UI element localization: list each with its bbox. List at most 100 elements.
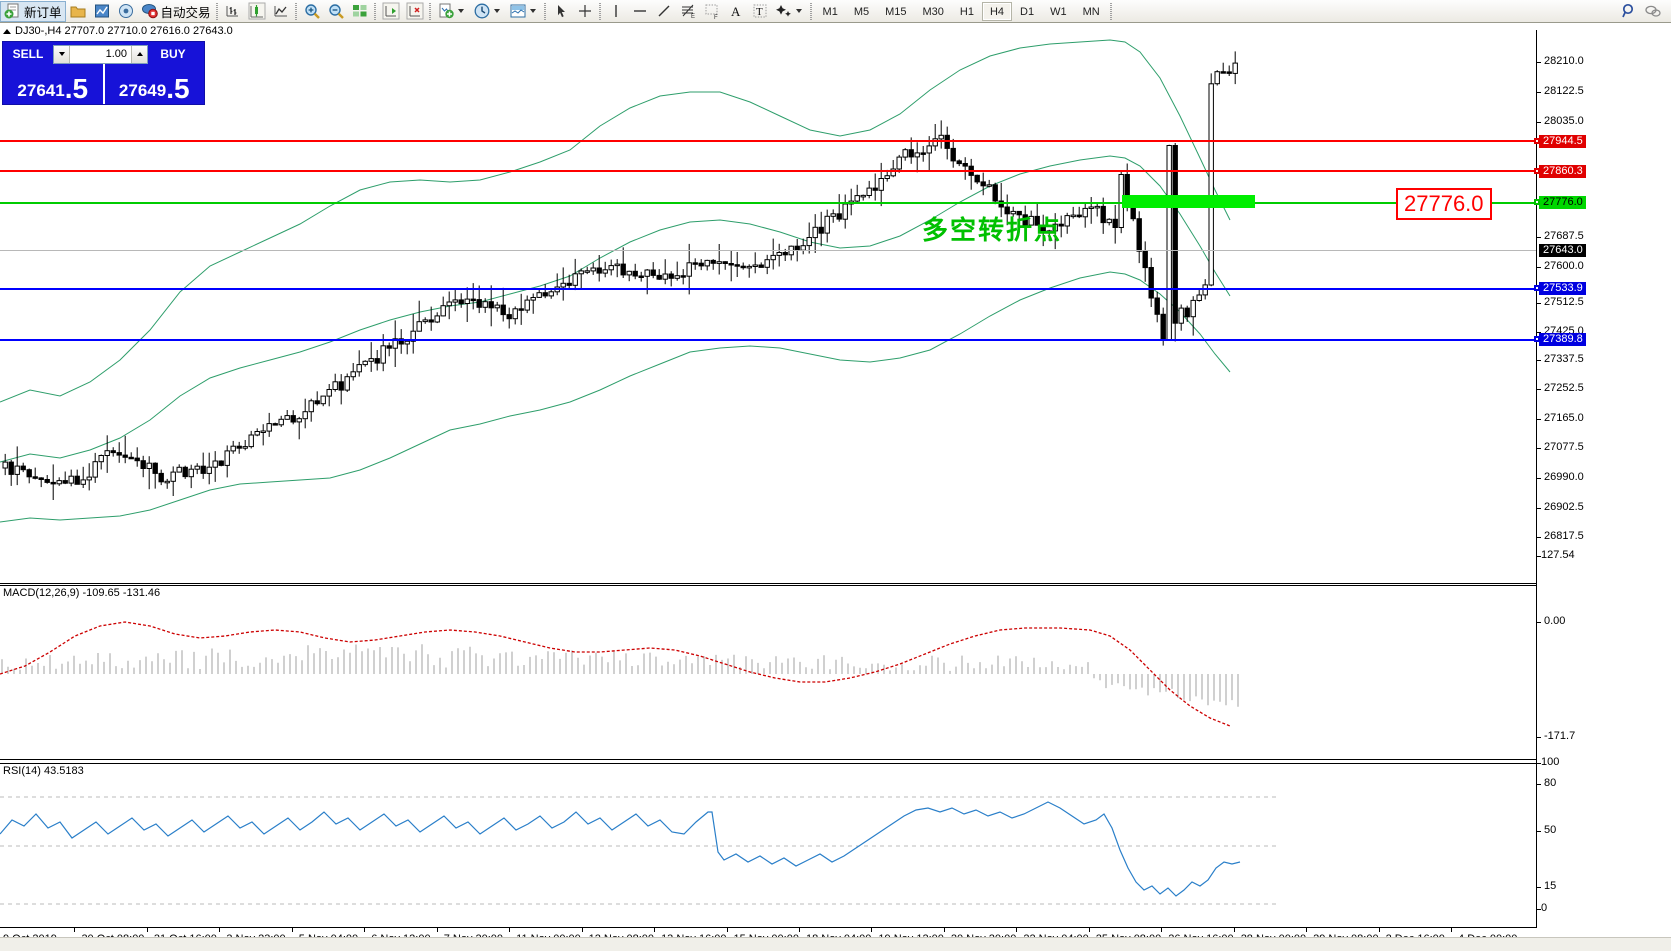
price-tag-resistance-2[interactable]: 27860.3: [1534, 165, 1586, 178]
chart-shift-button[interactable]: [379, 1, 403, 22]
toolbar-separator: [542, 2, 549, 21]
rsi-tick: 15: [1537, 880, 1556, 892]
chevron-down-icon[interactable]: [493, 9, 500, 13]
one-click-trading-panel: SELL 1.00 BUY 27641 .5 27649 .5: [2, 41, 205, 105]
chevron-down-icon[interactable]: [795, 9, 802, 13]
sell-price-fraction: .5: [64, 73, 89, 104]
trendline-button[interactable]: [652, 1, 676, 22]
zoom-out-button[interactable]: [324, 1, 348, 22]
chart-area[interactable]: 多空转折点 27776.0 MACD(12,26,9) -109.65 -131…: [0, 30, 1671, 951]
add-indicator-icon: [437, 2, 455, 20]
timeframe-d1[interactable]: D1: [1020, 5, 1035, 18]
macd-pane[interactable]: MACD(12,26,9) -109.65 -131.46: [0, 585, 1536, 760]
support-line-27533[interactable]: [0, 288, 1536, 290]
vertical-line-button[interactable]: [604, 1, 628, 22]
price-tick: 27165.0: [1537, 412, 1584, 424]
auto-trading-button[interactable]: 自动交易: [138, 1, 214, 22]
price-tag-support-2[interactable]: 27389.8: [1534, 333, 1586, 346]
turning-point-annotation[interactable]: 多空转折点: [922, 216, 1063, 246]
cursor-icon: [552, 2, 570, 20]
auto-scroll-button[interactable]: [403, 1, 427, 22]
volume-decrease-button[interactable]: [54, 45, 70, 63]
rsi-pane[interactable]: RSI(14) 43.5183: [0, 763, 1536, 928]
sell-price[interactable]: 27641 .5: [3, 64, 103, 104]
level-handle-icon[interactable]: [1534, 199, 1540, 205]
shapes-button[interactable]: [772, 1, 808, 22]
macd-plot: [0, 621, 1239, 727]
pivot-zone-highlight: [1122, 195, 1255, 208]
line-chart-button[interactable]: [269, 1, 293, 22]
resistance-line-27944[interactable]: [0, 140, 1536, 142]
text-label-button[interactable]: T: [748, 1, 772, 22]
crosshair-button[interactable]: [573, 1, 597, 22]
chat-button[interactable]: [1641, 1, 1665, 22]
price-tick: 27600.0: [1537, 260, 1584, 272]
timeframe-m30[interactable]: M30: [922, 5, 944, 18]
volume-increase-button[interactable]: [131, 45, 147, 63]
price-tag-resistance-1[interactable]: 27944.5: [1534, 135, 1586, 148]
toolbar-separator: [427, 2, 434, 21]
timeframe-h4[interactable]: H4: [981, 1, 1013, 21]
toolbar-separator: [293, 2, 300, 21]
buy-price[interactable]: 27649 .5: [102, 64, 205, 104]
open-data-folder-button[interactable]: [66, 1, 90, 22]
sell-button[interactable]: SELL: [5, 45, 51, 63]
price-scale[interactable]: 28210.0 28122.5 28035.0 27944.5 27860.3 …: [1534, 30, 1671, 928]
navigator-icon: [117, 2, 135, 20]
svg-text:F: F: [714, 15, 718, 20]
chevron-down-icon[interactable]: [457, 9, 464, 13]
level-handle-icon[interactable]: [1534, 138, 1540, 144]
main-toolbar: 新订单 自动交易: [0, 0, 1671, 23]
navigator-button[interactable]: [114, 1, 138, 22]
price-pane[interactable]: 多空转折点 27776.0: [0, 30, 1536, 584]
timeframe-mn[interactable]: MN: [1082, 5, 1100, 18]
timeframe-w1[interactable]: W1: [1050, 5, 1067, 18]
price-callout-box[interactable]: 27776.0: [1396, 188, 1492, 220]
pivot-line-27776[interactable]: [0, 202, 1536, 204]
collapse-triangle-icon[interactable]: [3, 28, 11, 34]
price-tag-pivot[interactable]: 27776.0: [1534, 196, 1586, 209]
price-tick: 27512.5: [1537, 296, 1584, 308]
support-line-27389[interactable]: [0, 339, 1536, 341]
zoom-in-button[interactable]: [300, 1, 324, 22]
timeframe-h1[interactable]: H1: [959, 5, 974, 18]
timeframe-m15[interactable]: M15: [885, 5, 907, 18]
tile-windows-icon: [351, 2, 369, 20]
timeframe-m1[interactable]: M1: [822, 5, 838, 18]
find-icon: [1620, 2, 1638, 20]
period-button[interactable]: [470, 1, 506, 22]
timeframe-m5[interactable]: M5: [853, 5, 870, 18]
fibonacci-button[interactable]: E: [676, 1, 700, 22]
toolbar-separator: [808, 2, 815, 21]
templates-button[interactable]: [506, 1, 542, 22]
market-watch-button[interactable]: [90, 1, 114, 22]
price-tick: 27252.5: [1537, 382, 1584, 394]
macd-tick: 127.54: [1537, 549, 1575, 561]
candlestick-chart-button[interactable]: [245, 1, 269, 22]
price-tick: 27337.5: [1537, 353, 1584, 365]
find-button[interactable]: [1617, 1, 1641, 22]
bar-chart-button[interactable]: [221, 1, 245, 22]
level-handle-icon[interactable]: [1534, 336, 1540, 342]
resistance-line-27860[interactable]: [0, 170, 1536, 172]
level-handle-icon[interactable]: [1534, 285, 1540, 291]
text-button[interactable]: A: [724, 1, 748, 22]
horizontal-line-button[interactable]: [628, 1, 652, 22]
volume-input[interactable]: 1.00: [70, 45, 131, 63]
channel-button[interactable]: F: [700, 1, 724, 22]
auto-scroll-icon: [406, 2, 424, 20]
cursor-button[interactable]: [549, 1, 573, 22]
fibonacci-icon: E: [679, 2, 697, 20]
tile-windows-button[interactable]: [348, 1, 372, 22]
buy-button[interactable]: BUY: [150, 45, 196, 63]
price-tag-support-1[interactable]: 27533.9: [1534, 282, 1586, 295]
price-tick: 26902.5: [1537, 501, 1584, 513]
vline-icon: [607, 2, 625, 20]
add-indicator-button[interactable]: [434, 1, 470, 22]
volume-stepper[interactable]: 1.00: [53, 44, 148, 64]
chevron-down-icon[interactable]: [529, 9, 536, 13]
status-bar: [0, 937, 1671, 951]
level-handle-icon[interactable]: [1534, 168, 1540, 174]
new-order-button[interactable]: 新订单: [0, 0, 66, 22]
new-order-icon: [4, 2, 22, 20]
